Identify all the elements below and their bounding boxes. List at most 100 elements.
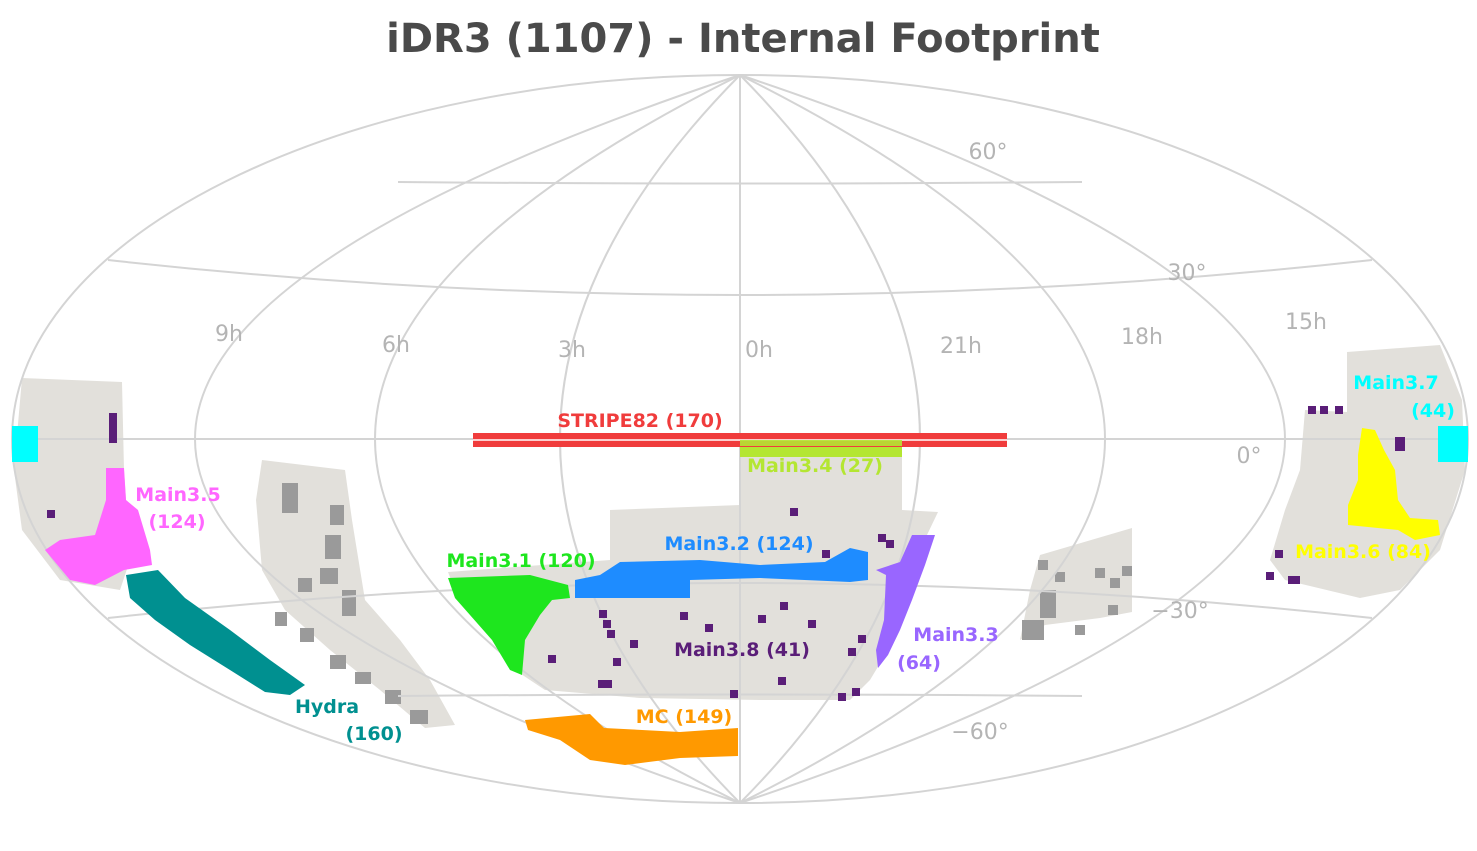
grey-pointing <box>320 568 338 584</box>
main3-8-pointing <box>598 680 612 688</box>
main3-8-pointing <box>822 550 830 558</box>
label-hydra-line1: Hydra <box>295 696 359 718</box>
grey-pointing <box>1110 578 1120 588</box>
footprints <box>12 406 1468 765</box>
grey-pointing <box>1075 625 1085 635</box>
dec-label-60: 60° <box>969 140 1008 165</box>
ra-label-15h: 15h <box>1285 310 1327 335</box>
grey-pointing <box>275 612 287 626</box>
label-main3-7-line2: (44) <box>1411 400 1455 422</box>
main3-8-pointing <box>858 635 866 643</box>
grey-pointing <box>342 590 356 616</box>
ra-meridian-6h <box>374 74 741 804</box>
label-main3-2: Main3.2 (124) <box>664 533 813 555</box>
footprint-mc <box>525 714 738 765</box>
grey-pointing <box>298 578 312 592</box>
label-stripe82: STRIPE82 (170) <box>557 410 722 432</box>
main3-8-pointing <box>780 602 788 610</box>
dec-label-0: 0° <box>1237 444 1262 469</box>
footprint-main3-1 <box>448 575 570 675</box>
grey-pointing <box>1038 560 1048 570</box>
main3-8-pointing <box>808 620 816 628</box>
grey-pointings <box>275 483 1132 724</box>
grey-pointing <box>410 710 428 724</box>
grey-pointing <box>330 505 344 525</box>
main3-8-pointing <box>1335 406 1343 414</box>
footprint-main3-4 <box>740 447 902 457</box>
footprint-main3-3 <box>876 535 935 668</box>
ra-labels: 15h 18h 21h 0h 3h 6h 9h <box>215 310 1327 363</box>
grey-pointing <box>1055 572 1065 582</box>
grey-pointing <box>1040 590 1056 618</box>
dec-labels: 60° 30° 0° −30° −60° <box>951 140 1261 745</box>
main3-8-pointing <box>548 655 556 663</box>
main3-8-pointing <box>1395 437 1405 451</box>
main3-8-pointing <box>878 534 886 542</box>
main3-8-pointing <box>47 510 55 518</box>
main3-8-pointing <box>1275 550 1283 558</box>
grey-pointing <box>282 483 298 513</box>
footprint-main3-5 <box>45 468 152 585</box>
footprint-hydra <box>126 570 305 695</box>
label-main3-4: Main3.4 (27) <box>747 455 883 477</box>
label-hydra-line2: (160) <box>345 723 402 745</box>
dec-label-30: 30° <box>1168 261 1207 286</box>
grey-pointing <box>1022 620 1044 640</box>
label-main3-3-line2: (64) <box>897 652 941 674</box>
main3-8-pointing <box>730 690 738 698</box>
label-main3-5-line2: (124) <box>148 511 205 533</box>
main3-8-pointing <box>886 540 894 548</box>
grey-pointing <box>385 690 401 704</box>
label-main3-7-line1: Main3.7 <box>1353 372 1438 394</box>
ra-meridian-15h <box>739 74 1286 804</box>
footprint-main3-7-right <box>1438 426 1468 462</box>
footprint-main3-2 <box>575 548 868 598</box>
label-main3-5-line1: Main3.5 <box>135 484 220 506</box>
label-main3-1: Main3.1 (120) <box>446 550 595 572</box>
main3-8-pointing <box>1308 406 1316 414</box>
main3-8-pointing <box>109 413 117 443</box>
ra-label-21h: 21h <box>940 334 982 359</box>
main3-8-pointing <box>790 508 798 516</box>
grey-pointing <box>1108 605 1118 615</box>
main3-8-pointing <box>680 612 688 620</box>
main3-8-pointing <box>1266 572 1274 580</box>
main3-8-pointing <box>848 648 856 656</box>
ra-meridian-18h <box>739 74 1106 804</box>
ra-label-18h: 18h <box>1121 325 1163 350</box>
main3-8-pointing <box>607 630 615 638</box>
label-mc: MC (149) <box>636 706 733 728</box>
grey-pointing <box>325 535 341 559</box>
ra-label-0h: 0h <box>745 338 773 363</box>
region-labels: STRIPE82 (170) Main3.1 (120) Main3.2 (12… <box>135 372 1455 745</box>
main3-8-pointing <box>630 640 638 648</box>
main3-8-pointing <box>1320 406 1328 414</box>
label-main3-6: Main3.6 (84) <box>1295 541 1431 563</box>
grey-pointing <box>1122 566 1132 576</box>
footprint-main3-6 <box>1348 428 1440 540</box>
main3-8-pointing <box>613 658 621 666</box>
dec-label-minus-30: −30° <box>1151 599 1208 624</box>
grey-pointing <box>300 628 314 642</box>
main3-8-pointing <box>838 693 846 701</box>
ra-label-9h: 9h <box>215 322 243 347</box>
main3-8-pointing <box>852 688 860 696</box>
grey-pointing <box>330 655 346 669</box>
main3-8-pointing <box>705 624 713 632</box>
graticule <box>11 74 1469 804</box>
dec-label-minus-60: −60° <box>951 720 1008 745</box>
footprint-main3-7-left <box>12 426 38 462</box>
main3-8-pointing <box>758 615 766 623</box>
ra-label-6h: 6h <box>382 333 410 358</box>
main3-8-pointing <box>778 677 786 685</box>
main3-8-pointing <box>603 620 611 628</box>
grey-pointing <box>355 672 371 684</box>
ra-label-3h: 3h <box>558 338 586 363</box>
footprint-main3-8 <box>47 406 1405 701</box>
label-main3-3-line1: Main3.3 <box>913 624 998 646</box>
footprint-main3-4-tail <box>740 440 902 446</box>
label-main3-8: Main3.8 (41) <box>674 639 810 661</box>
map-title: iDR3 (1107) - Internal Footprint <box>386 16 1100 62</box>
grey-pointing <box>1095 568 1105 578</box>
